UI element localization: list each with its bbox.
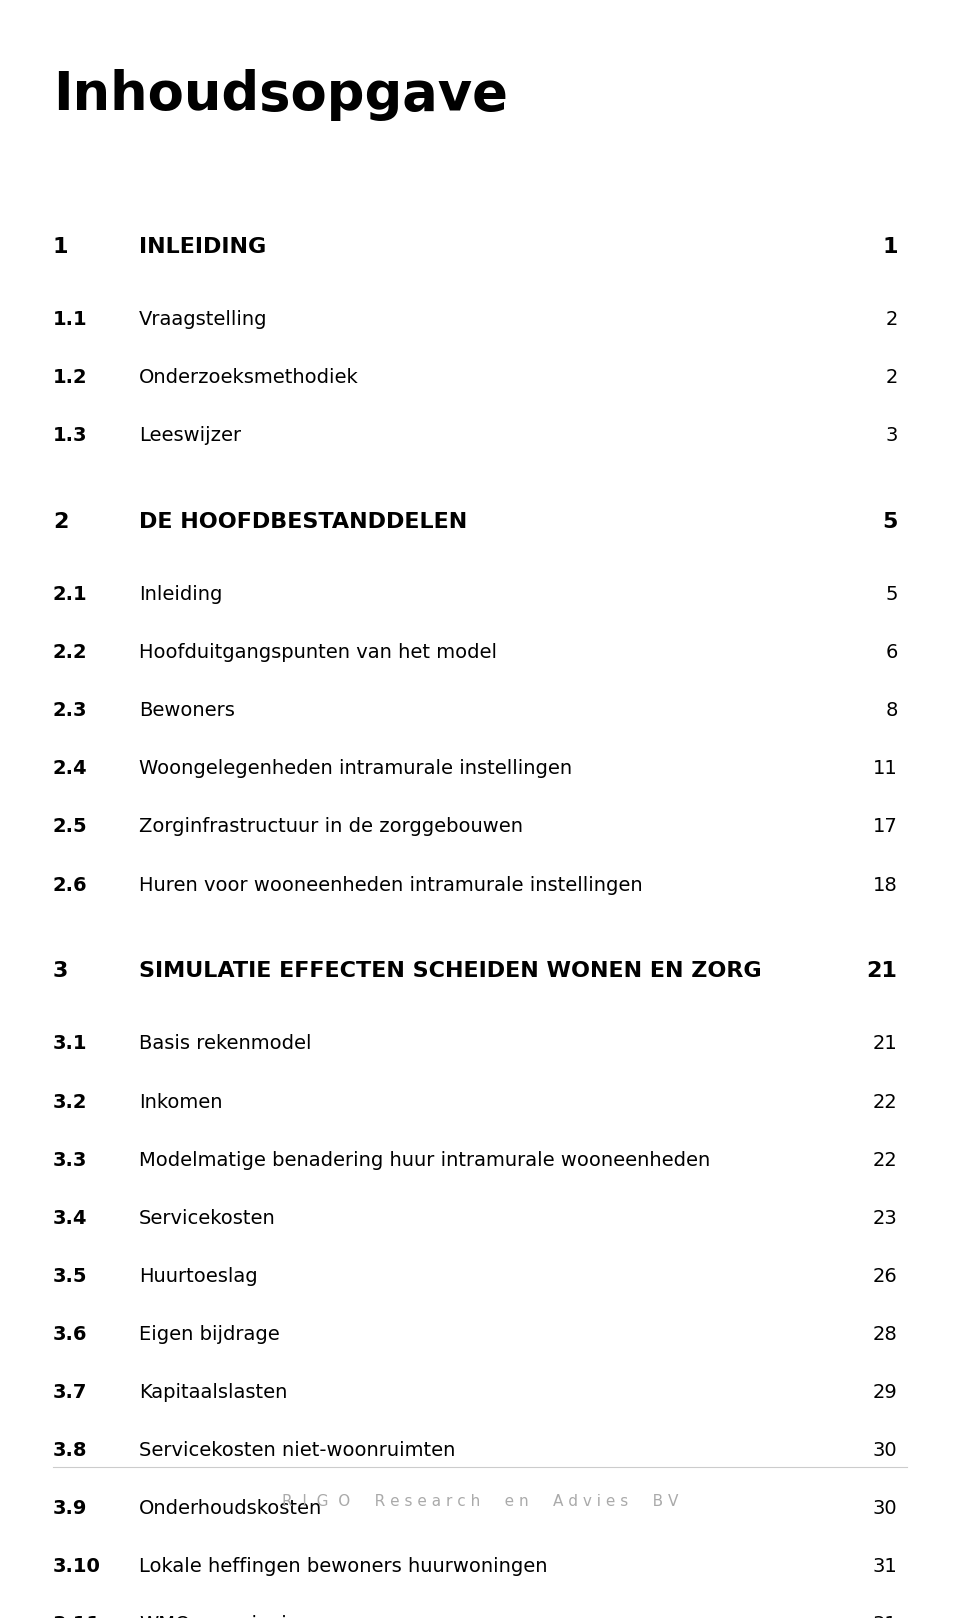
Text: 3.10: 3.10	[53, 1557, 101, 1576]
Text: 1.3: 1.3	[53, 426, 87, 445]
Text: 22: 22	[873, 1150, 898, 1170]
Text: SIMULATIE EFFECTEN SCHEIDEN WONEN EN ZORG: SIMULATIE EFFECTEN SCHEIDEN WONEN EN ZOR…	[139, 961, 762, 981]
Text: 2: 2	[885, 311, 898, 328]
Text: Modelmatige benadering huur intramurale wooneenheden: Modelmatige benadering huur intramurale …	[139, 1150, 710, 1170]
Text: Bewoners: Bewoners	[139, 701, 235, 720]
Text: 3.11: 3.11	[53, 1615, 101, 1618]
Text: 2.1: 2.1	[53, 586, 87, 604]
Text: 3.8: 3.8	[53, 1442, 87, 1459]
Text: 3.4: 3.4	[53, 1209, 87, 1228]
Text: 28: 28	[873, 1325, 898, 1345]
Text: 21: 21	[867, 961, 898, 981]
Text: 26: 26	[873, 1267, 898, 1286]
Text: 11: 11	[873, 759, 898, 778]
Text: INLEIDING: INLEIDING	[139, 236, 267, 257]
Text: 29: 29	[873, 1383, 898, 1401]
Text: 3.1: 3.1	[53, 1034, 87, 1053]
Text: 6: 6	[885, 644, 898, 662]
Text: Inkomen: Inkomen	[139, 1092, 223, 1112]
Text: DE HOOFDBESTANDDELEN: DE HOOFDBESTANDDELEN	[139, 511, 468, 532]
Text: Onderhoudskosten: Onderhoudskosten	[139, 1498, 323, 1518]
Text: 3.3: 3.3	[53, 1150, 87, 1170]
Text: 3: 3	[885, 426, 898, 445]
Text: Hoofduitgangspunten van het model: Hoofduitgangspunten van het model	[139, 644, 497, 662]
Text: 2.4: 2.4	[53, 759, 87, 778]
Text: 1.1: 1.1	[53, 311, 87, 328]
Text: 3.7: 3.7	[53, 1383, 87, 1401]
Text: 30: 30	[873, 1498, 898, 1518]
Text: Onderzoeksmethodiek: Onderzoeksmethodiek	[139, 369, 359, 387]
Text: 3.5: 3.5	[53, 1267, 87, 1286]
Text: 1: 1	[882, 236, 898, 257]
Text: 2: 2	[53, 511, 68, 532]
Text: R  I  G  O     R e s e a r c h     e n     A d v i e s     B V: R I G O R e s e a r c h e n A d v i e s …	[282, 1495, 678, 1510]
Text: 31: 31	[873, 1615, 898, 1618]
Text: Huren voor wooneenheden intramurale instellingen: Huren voor wooneenheden intramurale inst…	[139, 875, 643, 895]
Text: Basis rekenmodel: Basis rekenmodel	[139, 1034, 312, 1053]
Text: Eigen bijdrage: Eigen bijdrage	[139, 1325, 280, 1345]
Text: 23: 23	[873, 1209, 898, 1228]
Text: Zorginfrastructuur in de zorggebouwen: Zorginfrastructuur in de zorggebouwen	[139, 817, 523, 837]
Text: 2.2: 2.2	[53, 644, 87, 662]
Text: 3.2: 3.2	[53, 1092, 87, 1112]
Text: 5: 5	[882, 511, 898, 532]
Text: 22: 22	[873, 1092, 898, 1112]
Text: Leeswijzer: Leeswijzer	[139, 426, 241, 445]
Text: Woongelegenheden intramurale instellingen: Woongelegenheden intramurale instellinge…	[139, 759, 572, 778]
Text: Inleiding: Inleiding	[139, 586, 223, 604]
Text: Inhoudsopgave: Inhoudsopgave	[53, 68, 508, 121]
Text: 2.3: 2.3	[53, 701, 87, 720]
Text: Vraagstelling: Vraagstelling	[139, 311, 268, 328]
Text: WMO-voorzieningen: WMO-voorzieningen	[139, 1615, 336, 1618]
Text: Kapitaalslasten: Kapitaalslasten	[139, 1383, 288, 1401]
Text: 5: 5	[885, 586, 898, 604]
Text: Servicekosten niet-woonruimten: Servicekosten niet-woonruimten	[139, 1442, 456, 1459]
Text: 2: 2	[885, 369, 898, 387]
Text: 3.6: 3.6	[53, 1325, 87, 1345]
Text: Lokale heffingen bewoners huurwoningen: Lokale heffingen bewoners huurwoningen	[139, 1557, 548, 1576]
Text: Servicekosten: Servicekosten	[139, 1209, 276, 1228]
Text: 2.6: 2.6	[53, 875, 87, 895]
Text: 3.9: 3.9	[53, 1498, 87, 1518]
Text: 3: 3	[53, 961, 68, 981]
Text: 30: 30	[873, 1442, 898, 1459]
Text: 1: 1	[53, 236, 68, 257]
Text: 18: 18	[873, 875, 898, 895]
Text: Huurtoeslag: Huurtoeslag	[139, 1267, 258, 1286]
Text: 21: 21	[873, 1034, 898, 1053]
Text: 2.5: 2.5	[53, 817, 87, 837]
Text: 17: 17	[873, 817, 898, 837]
Text: 31: 31	[873, 1557, 898, 1576]
Text: 1.2: 1.2	[53, 369, 87, 387]
Text: 8: 8	[885, 701, 898, 720]
